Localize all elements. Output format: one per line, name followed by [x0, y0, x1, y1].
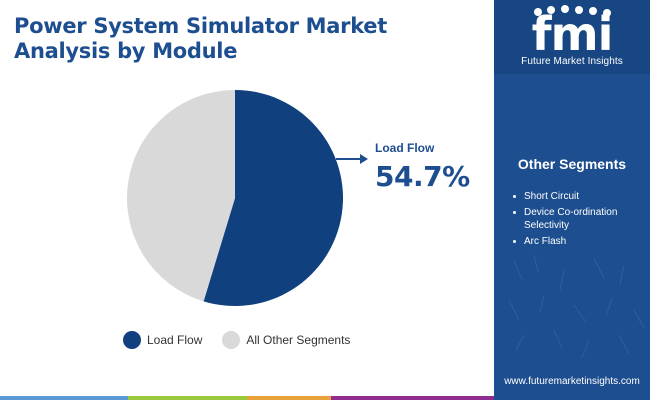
chart-title: Power System Simulator Market Analysis b… — [14, 14, 484, 64]
legend-label-other-segments: All Other Segments — [246, 333, 351, 347]
chart-title-line-1: Power System Simulator Market — [14, 14, 387, 38]
pie-chart — [127, 90, 368, 306]
callout-label: Load Flow — [375, 141, 435, 155]
legend-swatch-load-flow — [123, 331, 141, 349]
legend-label-load-flow: Load Flow — [147, 333, 203, 347]
list-item: Arc Flash — [510, 235, 646, 248]
pie-slice-all-other-segments — [127, 90, 235, 302]
brand-logo: fmi Future Market Insights — [494, 0, 650, 74]
website-url: www.futuremarketinsights.com — [504, 376, 640, 387]
fmi-logo-icon: fmi — [532, 5, 613, 58]
color-stripe — [0, 396, 494, 400]
list-item: Device Co-ordination Selectivity — [510, 206, 646, 232]
callout-arrow-head — [360, 154, 368, 164]
pie-slice-load-flow — [203, 90, 344, 306]
other-segments-list: Short Circuit Device Co-ordination Selec… — [510, 190, 646, 251]
legend-item-other-segments: All Other Segments — [222, 331, 350, 349]
stripe-segment-purple — [330, 396, 494, 400]
list-item: Short Circuit — [510, 190, 646, 203]
stripe-segment-orange — [246, 396, 331, 400]
svg-text:fmi: fmi — [532, 7, 613, 58]
chart-title-line-2: Analysis by Module — [14, 39, 238, 63]
legend-item-load-flow: Load Flow — [123, 331, 202, 349]
legend-swatch-other-segments — [222, 331, 241, 349]
decorative-lines-icon — [508, 254, 645, 359]
other-segments-heading: Other Segments — [517, 156, 627, 172]
sidebar: fmi Future Market Insights Other Segment… — [494, 0, 650, 400]
brand-name: Future Market Insights — [521, 56, 623, 67]
callout-value: 54.7% — [375, 160, 470, 193]
legend: Load Flow All Other Segments — [123, 331, 370, 349]
stripe-segment-blue — [0, 396, 129, 400]
stripe-segment-green — [128, 396, 247, 400]
